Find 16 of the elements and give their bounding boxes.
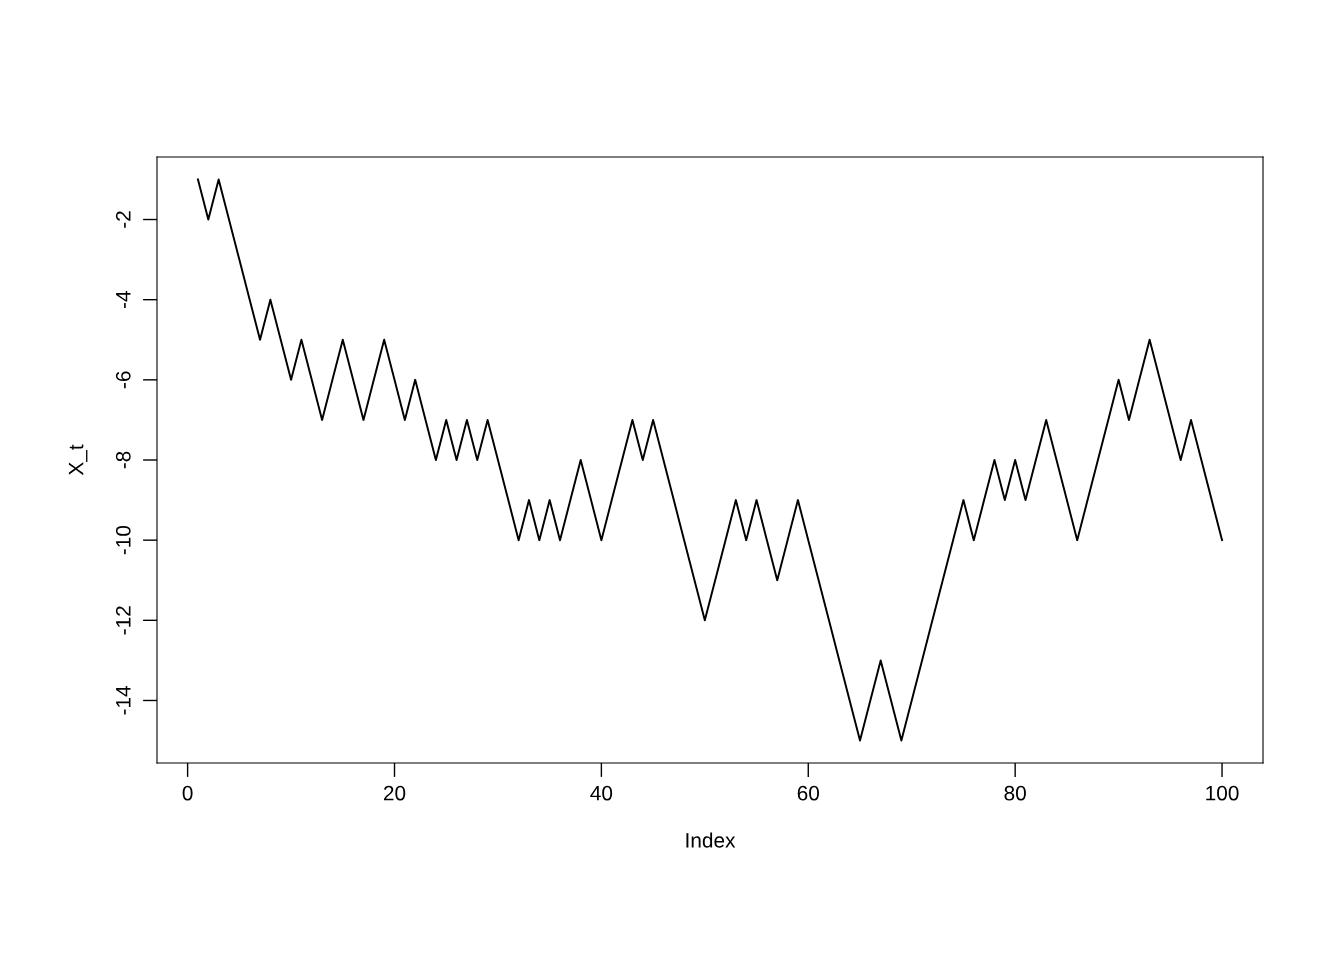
x-tick-label: 20 bbox=[383, 785, 406, 801]
y-axis-title: X_t bbox=[68, 444, 88, 476]
x-tick-label: 60 bbox=[797, 785, 820, 801]
x-tick-label: 80 bbox=[1004, 785, 1026, 801]
y-tick-label: -10 bbox=[115, 525, 131, 555]
y-tick-label: -6 bbox=[115, 371, 131, 389]
y-tick-label: -2 bbox=[115, 211, 131, 228]
x-tick-label: 0 bbox=[182, 785, 193, 801]
y-tick-label: -8 bbox=[115, 451, 131, 469]
x-axis-title: Index bbox=[686, 832, 736, 848]
x-tick-label: 40 bbox=[590, 785, 613, 801]
y-tick-label: -14 bbox=[116, 686, 131, 715]
y-tick-label: -4 bbox=[116, 291, 131, 309]
x-tick-label: 100 bbox=[1206, 785, 1239, 801]
y-tick-label: -12 bbox=[115, 606, 131, 635]
line-series bbox=[196, 178, 1224, 742]
